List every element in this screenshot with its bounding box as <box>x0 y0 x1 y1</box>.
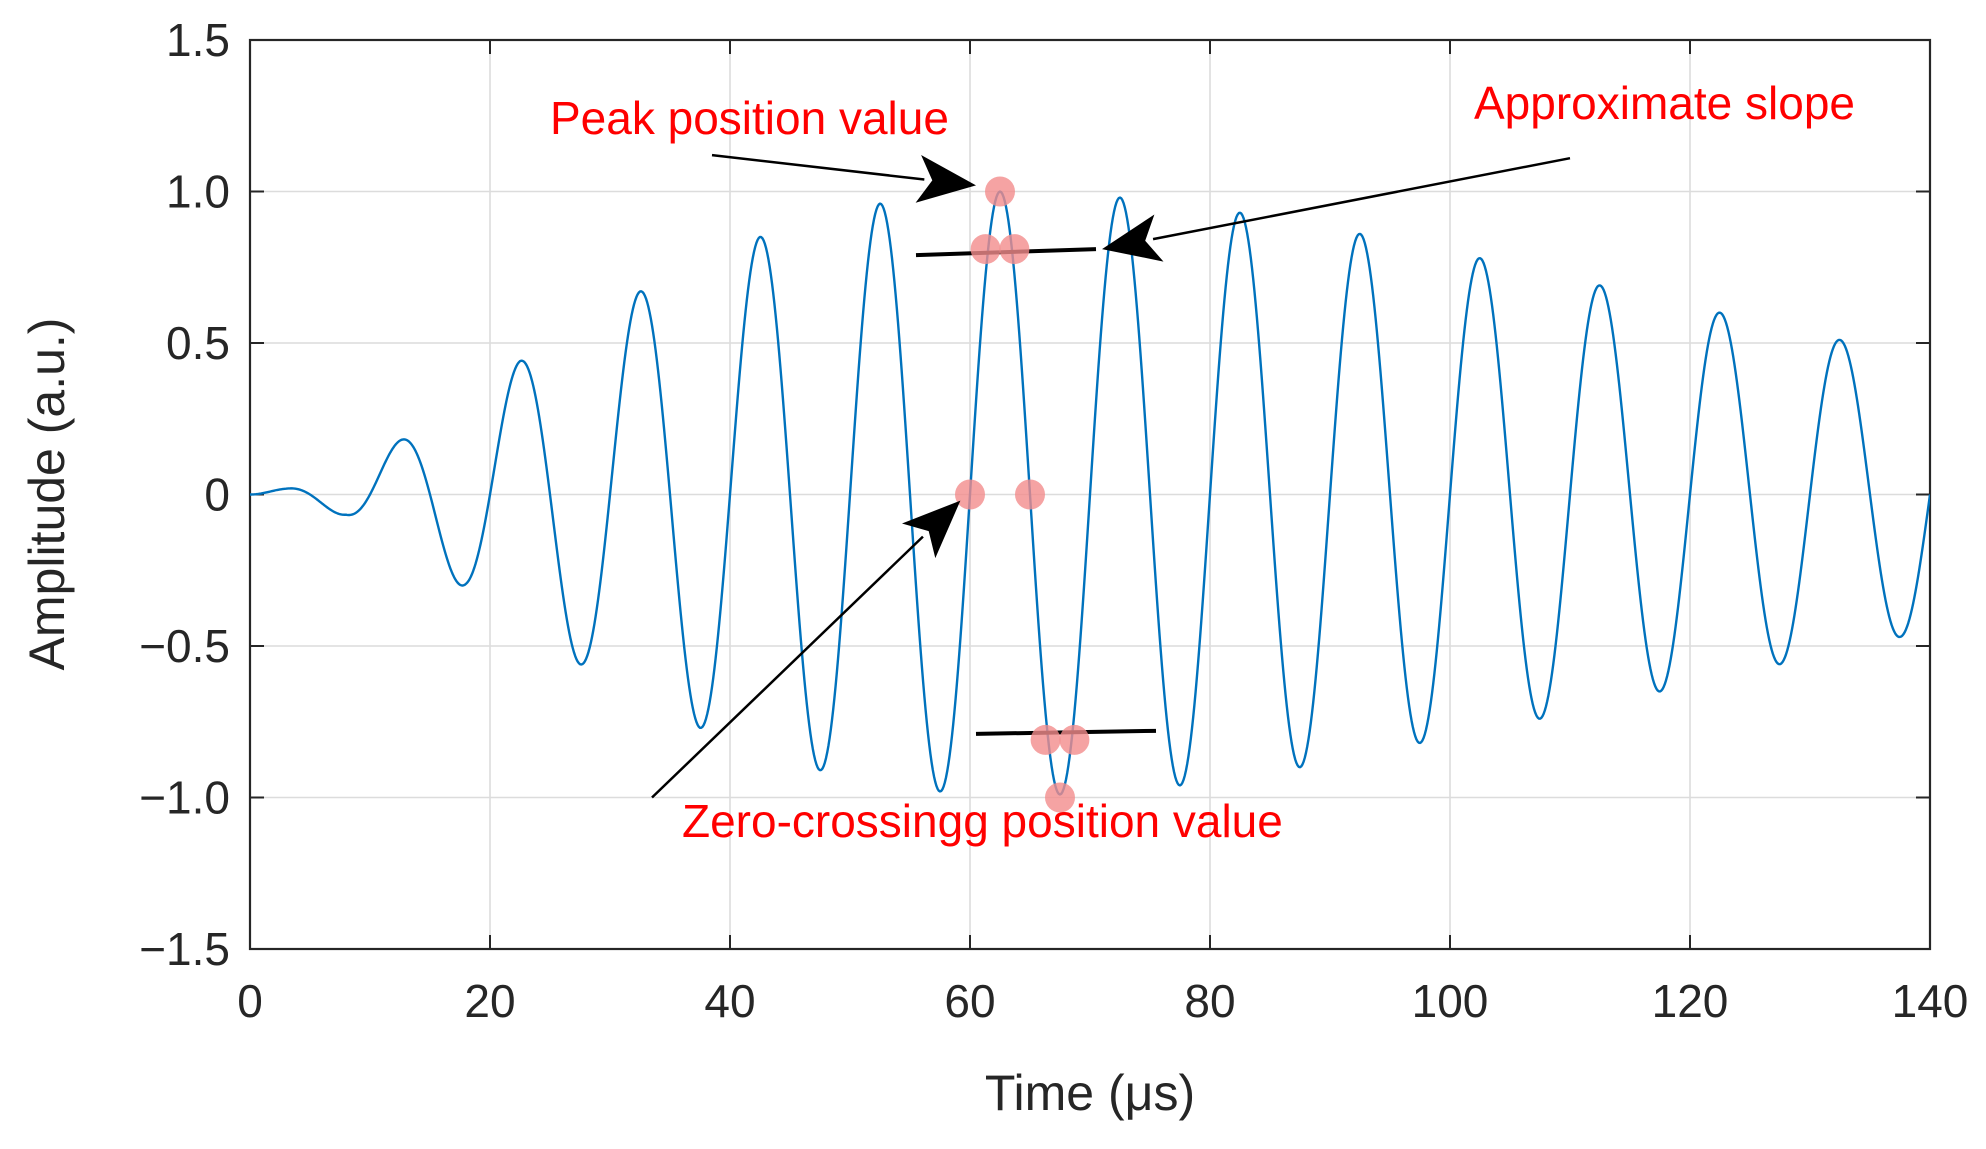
annotation-zero-crossing: Zero-crossingg position value <box>682 795 1283 847</box>
markers <box>955 176 1090 813</box>
x-tick-label: 40 <box>704 975 755 1027</box>
y-tick-label: 0.5 <box>166 317 230 369</box>
marker-point <box>970 234 1001 265</box>
marker-point <box>1045 782 1075 813</box>
marker-point <box>955 479 985 510</box>
x-tick-label: 140 <box>1892 975 1969 1027</box>
annotation-arrows <box>651 153 1571 799</box>
x-tick-label: 60 <box>944 975 995 1027</box>
annotation-approximate-slope: Approximate slope <box>1474 77 1855 129</box>
annotation-arrow-shaft <box>651 535 924 799</box>
annotation-arrow-shaft <box>1152 156 1571 241</box>
y-tick-label: −1.5 <box>139 923 230 975</box>
y-tick-label: −1.0 <box>139 772 230 824</box>
axis-ticks <box>249 39 1931 950</box>
y-tick-label: −0.5 <box>139 620 230 672</box>
x-tick-label: 100 <box>1412 975 1489 1027</box>
x-tick-label: 20 <box>464 975 515 1027</box>
x-tick-label: 120 <box>1652 975 1729 1027</box>
marker-point <box>999 234 1030 265</box>
y-axis-title: Amplitude (a.u.) <box>19 318 75 671</box>
annotation-arrow-head <box>915 155 976 203</box>
x-tick-label: 80 <box>1184 975 1235 1027</box>
y-tick-label: 1.5 <box>166 14 230 66</box>
annotation-arrow-head <box>1102 214 1164 262</box>
y-tick-label: 0 <box>204 469 230 521</box>
y-tick-label: 1.0 <box>166 166 230 218</box>
y-tick-labels: 1.5 1.0 0.5 0 −0.5 −1.0 −1.5 <box>139 14 230 975</box>
annotation-peak-position: Peak position value <box>550 92 949 144</box>
marker-point <box>1030 724 1061 755</box>
series-line-signal <box>250 190 1930 796</box>
x-tick-label: 0 <box>237 975 263 1027</box>
x-axis-title: Time (μs) <box>985 1065 1195 1121</box>
annotation-arrow-head <box>902 500 961 559</box>
marker-point <box>1015 479 1045 510</box>
marker-point <box>985 176 1015 207</box>
annotation-arrow-shaft <box>711 153 925 181</box>
x-tick-labels: 0 20 40 60 80 100 120 140 <box>237 975 1968 1027</box>
marker-point <box>1059 724 1090 755</box>
